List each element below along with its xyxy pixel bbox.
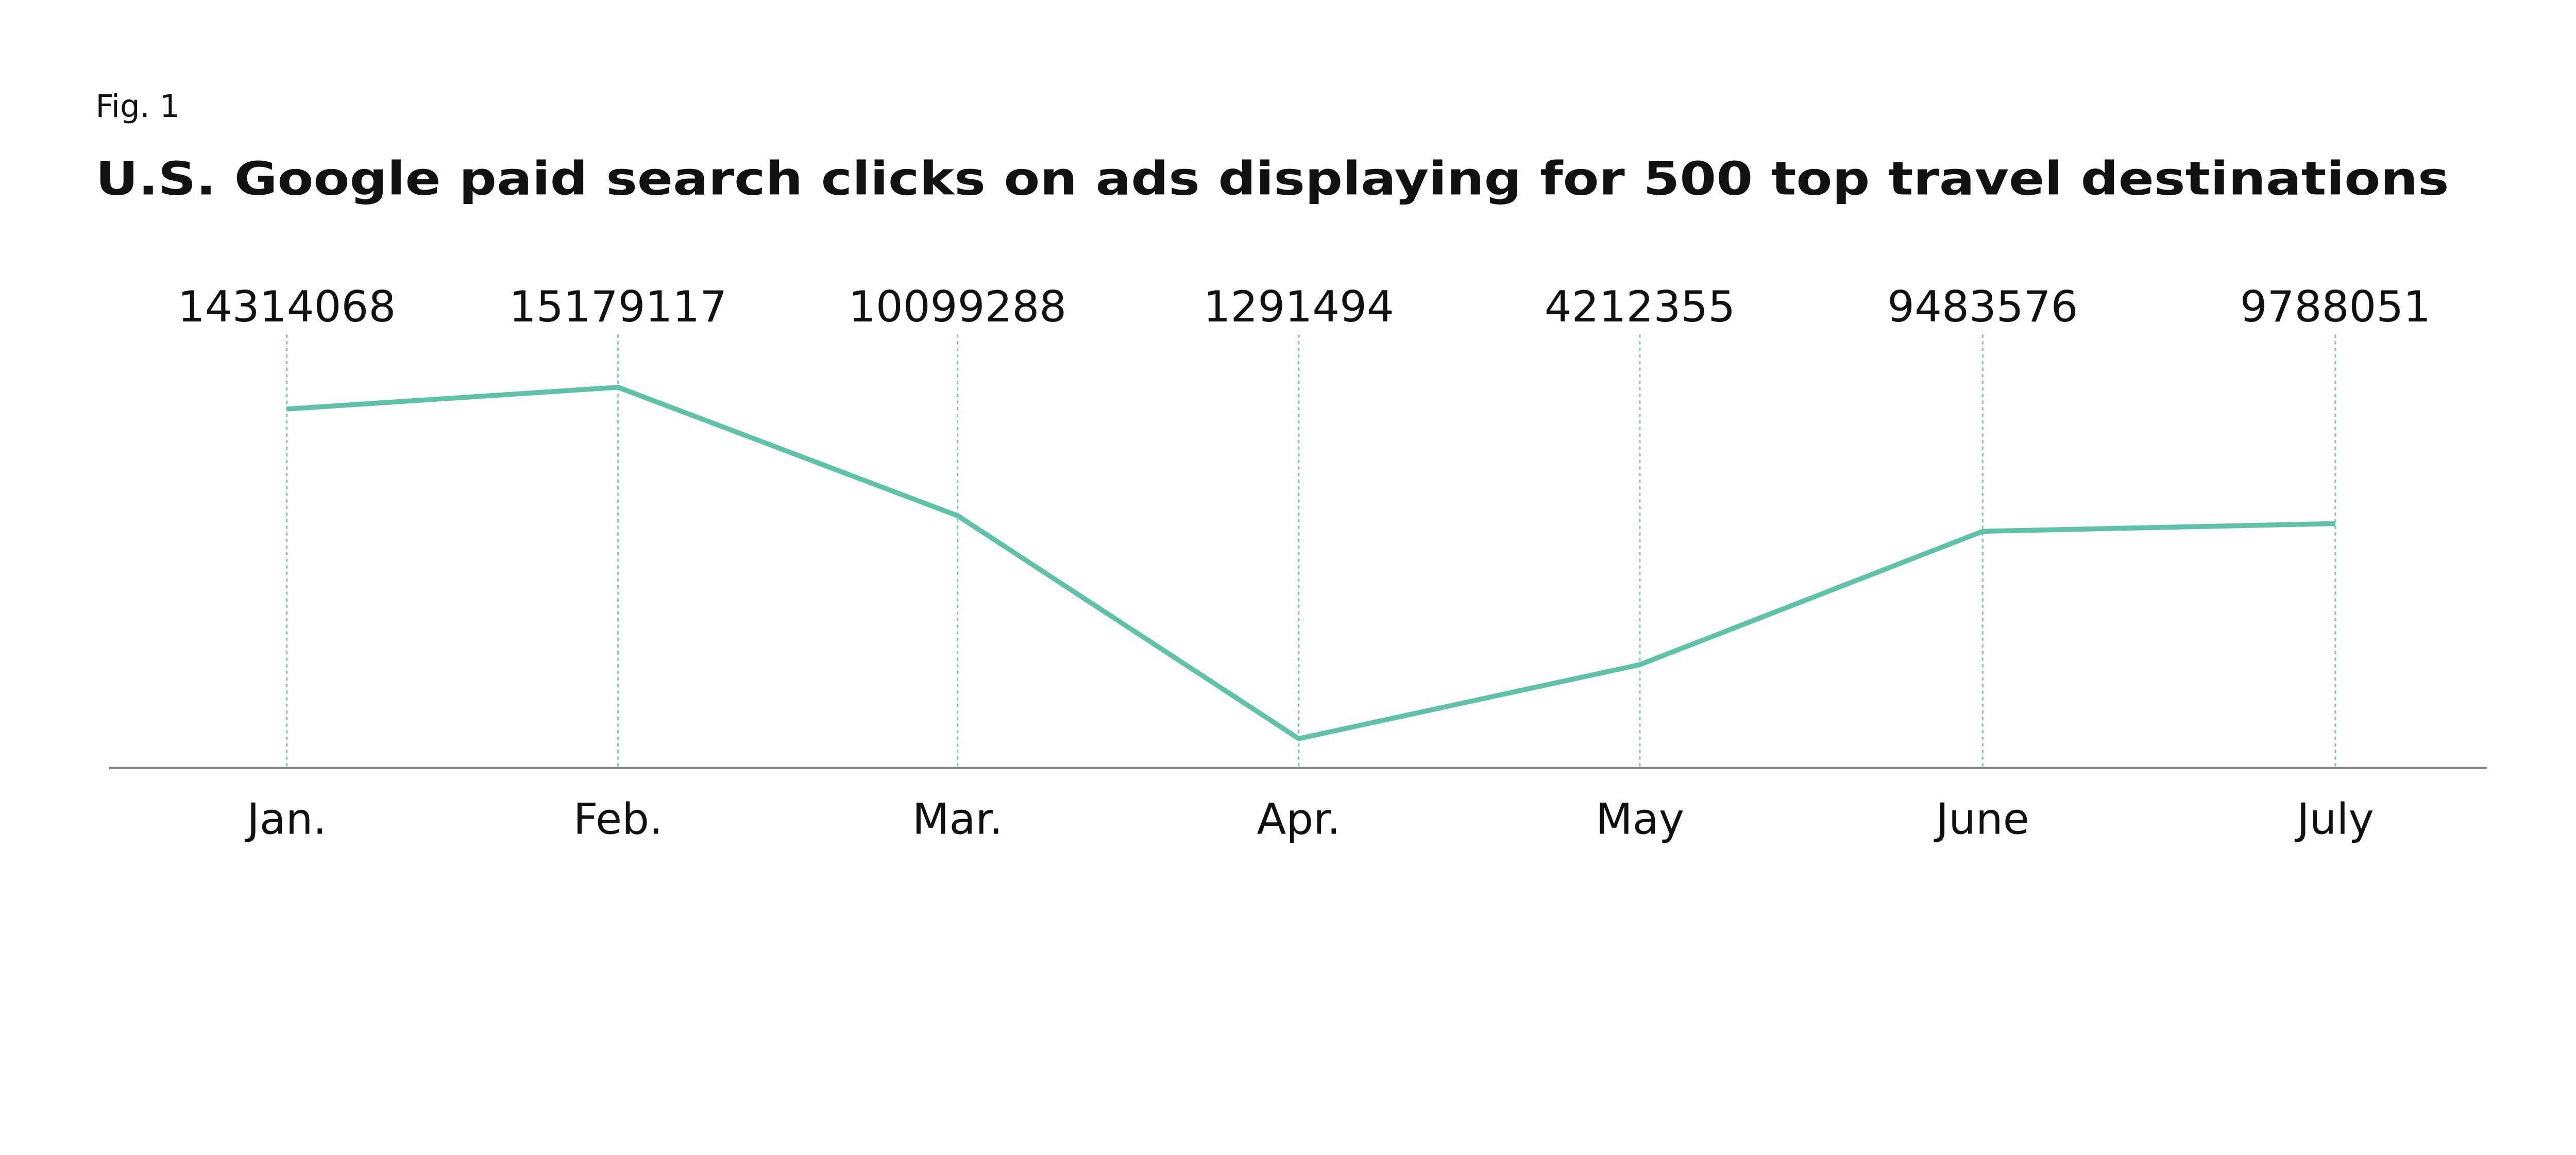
data-label: 4212355 (1545, 282, 1735, 332)
data-label: 9483576 (1887, 282, 2078, 332)
figure-label: Fig. 1 (96, 89, 180, 125)
data-labels: 14314068 15179117 10099288 1291494 4212355 94… (178, 282, 2431, 332)
series (286, 384, 2336, 741)
x-tick-label: Apr. (1257, 794, 1341, 844)
x-tick-label: July (2294, 794, 2374, 844)
data-label: 1291494 (1204, 282, 1394, 332)
x-tick-label: Mar. (912, 794, 1003, 844)
guide-lines (286, 334, 2336, 768)
x-tick-label: June (1934, 794, 2029, 844)
data-label: 9788051 (2240, 282, 2431, 332)
data-label: 10099288 (849, 282, 1066, 332)
chart-title: U.S. Google paid search clicks on ads di… (96, 152, 2449, 206)
x-tick-label: May (1596, 794, 1684, 844)
line-chart: Fig. 1 U.S. Google paid search clicks on… (96, 89, 2487, 844)
data-label: 14314068 (178, 282, 396, 332)
series-line (286, 384, 2336, 741)
x-tick-label: Feb. (573, 794, 663, 844)
x-tick-label: Jan. (244, 794, 327, 844)
data-label: 15179117 (509, 282, 727, 332)
x-tick-labels: Jan. Feb. Mar. Apr. May June July (244, 794, 2374, 844)
